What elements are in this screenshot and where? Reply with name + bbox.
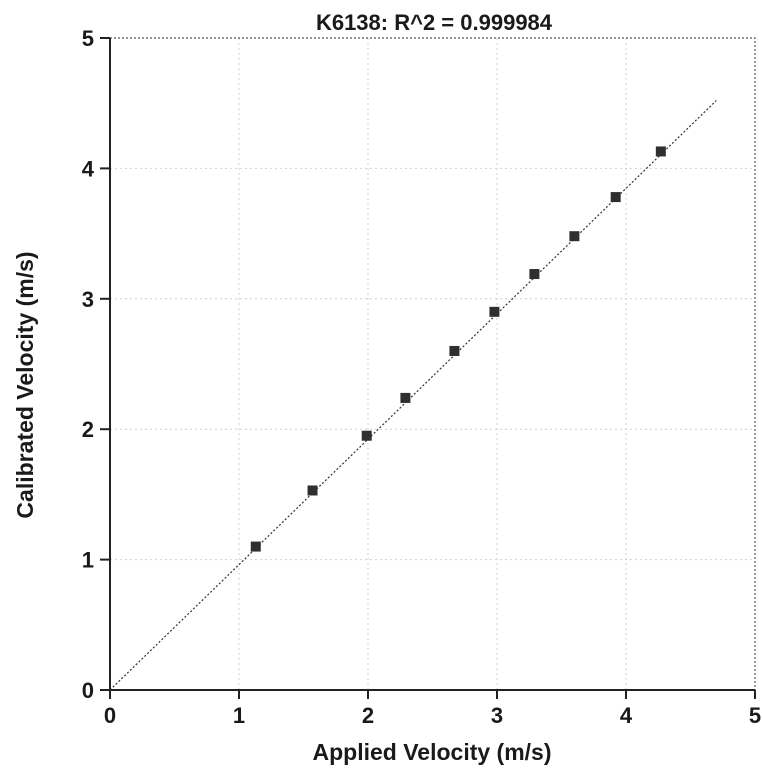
axis-ticks: 0 1 2 3 4 5 0 1 2 3 4 5 [82,26,761,728]
y-tick-label: 3 [82,287,94,312]
y-tick-label: 5 [82,26,94,51]
chart-title: K6138: R^2 = 0.999984 [316,10,553,35]
data-point [361,430,372,441]
x-tick-label: 2 [362,703,374,728]
y-axis-label: Calibrated Velocity (m/s) [12,251,38,518]
y-tick-label: 2 [82,417,94,442]
data-point [400,392,411,403]
data-point [655,146,666,157]
x-tick-label: 3 [491,703,503,728]
data-point [449,345,460,356]
data-points [250,146,666,552]
data-point [307,485,318,496]
x-axis-label: Applied Velocity (m/s) [313,739,552,765]
data-point [529,269,540,280]
y-tick-label: 1 [82,548,94,573]
data-point [610,192,621,203]
x-tick-label: 5 [749,703,761,728]
x-tick-label: 0 [104,703,116,728]
fit-line [109,100,717,691]
x-tick-label: 4 [620,703,633,728]
y-tick-label: 0 [82,678,94,703]
y-tick-label: 4 [82,156,95,181]
grid-lines [110,38,755,690]
data-point [489,306,500,317]
data-point [250,541,261,552]
plot-frame [109,37,756,691]
data-point [569,231,580,242]
x-tick-label: 1 [233,703,245,728]
